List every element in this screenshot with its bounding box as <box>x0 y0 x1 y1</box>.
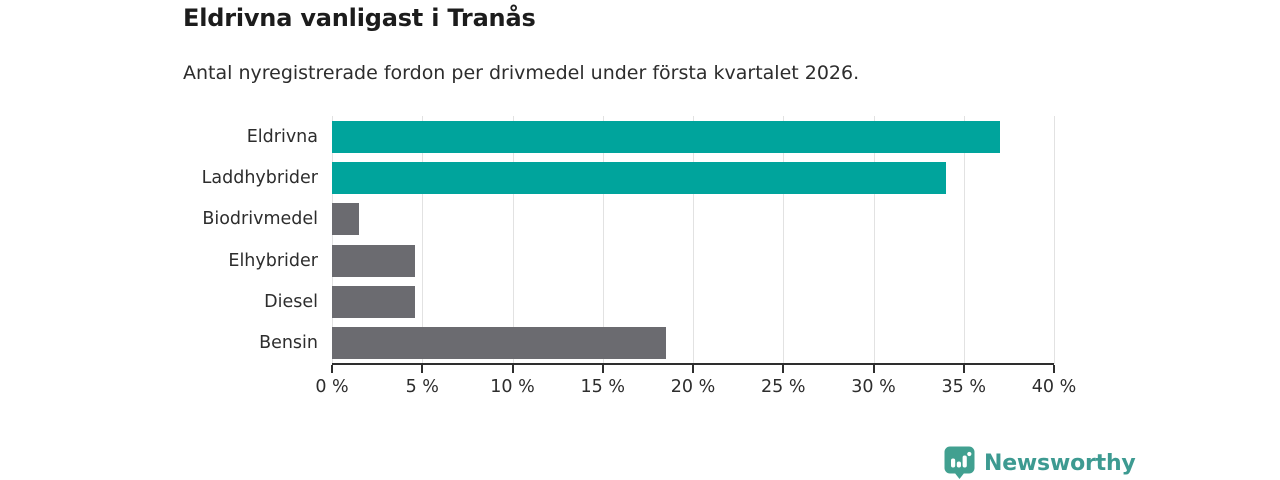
tick-label-40: 40 % <box>1031 377 1077 397</box>
gridline-10 <box>512 116 514 364</box>
category-label-eldrivna: Eldrivna <box>246 126 318 147</box>
gridline-40 <box>1054 116 1055 364</box>
tick-label-35: 35 % <box>941 377 986 397</box>
gridline-15 <box>602 116 604 364</box>
tick-mark-30 <box>872 365 875 373</box>
category-label-elhybrider: Elhybrider <box>228 250 318 271</box>
bar-chart-plot-area: Eldrivna Laddhybrider Biodrivmedel Elhybrid… <box>202 116 1055 364</box>
tick-mark-5 <box>421 365 424 373</box>
tick-label-0: 0 % <box>315 377 349 397</box>
newsworthy-logo-text: Newsworthy <box>984 450 1136 476</box>
bar-diesel <box>332 285 416 318</box>
bar-biodrivmedel <box>332 203 360 236</box>
bar-elhybrider <box>332 244 416 277</box>
bar-eldrivna <box>332 120 1000 153</box>
gridline-35 <box>963 116 965 364</box>
tick-label-20: 20 % <box>670 377 716 397</box>
chart-row-eldrivna: Eldrivna <box>247 116 1054 157</box>
tick-label-10: 10 % <box>490 377 535 397</box>
tick-mark-25 <box>782 365 785 373</box>
chart-row-laddhybrider: Laddhybrider <box>202 157 1054 198</box>
tick-mark-35 <box>962 365 965 373</box>
tick-label-25: 25 % <box>761 377 806 397</box>
chart-title: Eldrivna vanligast i Tranås <box>183 4 536 32</box>
tick-mark-40 <box>1053 365 1055 373</box>
chart-subtitle: Antal nyregistrerade fordon per drivmede… <box>183 62 860 84</box>
category-label-laddhybrider: Laddhybrider <box>201 167 318 188</box>
gridline-20 <box>693 116 694 364</box>
tick-mark-0 <box>331 365 333 373</box>
bar-bensin <box>332 327 666 360</box>
newsworthy-logo[interactable]: Newsworthy <box>944 446 1136 480</box>
category-label-bensin: Bensin <box>259 333 318 354</box>
bar-rows: Eldrivna Laddhybrider Biodrivmedel Elhybrid… <box>202 116 1054 364</box>
tick-mark-10 <box>511 365 514 373</box>
category-label-biodrivmedel: Biodrivmedel <box>202 209 318 230</box>
tick-mark-15 <box>601 365 604 373</box>
tick-label-5: 5 % <box>405 377 439 397</box>
gridline-25 <box>783 116 785 364</box>
tick-label-30: 30 % <box>851 377 896 397</box>
tick-label-15: 15 % <box>580 377 625 397</box>
gridline-5 <box>422 116 424 364</box>
gridline-0 <box>332 116 333 364</box>
x-axis: 0 % 5 % 10 % 15 % 20 % 25 % 30 % 35 % 40 % <box>315 363 1076 403</box>
gridline-30 <box>873 116 875 364</box>
newsworthy-logo-icon <box>944 446 975 479</box>
chart-row-elhybrider: Elhybrider <box>228 240 1054 281</box>
bar-laddhybrider <box>332 161 946 194</box>
x-axis-line <box>332 363 1054 365</box>
category-label-diesel: Diesel <box>264 291 318 312</box>
chart-row-bensin: Bensin <box>259 323 1054 364</box>
chart-row-diesel: Diesel <box>264 281 1054 322</box>
chart-row-biodrivmedel: Biodrivmedel <box>202 199 1054 240</box>
tick-mark-20 <box>692 365 694 373</box>
